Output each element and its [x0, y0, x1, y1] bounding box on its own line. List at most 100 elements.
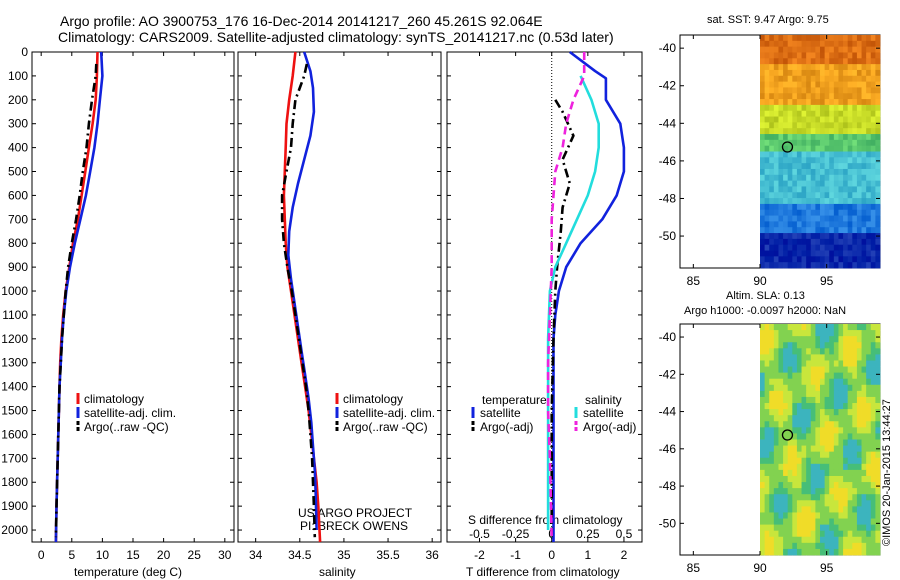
sla-map-cell [875, 403, 881, 410]
sst-map-cell [769, 157, 775, 164]
sst-map-cell [769, 58, 775, 65]
sla-map-cell [792, 469, 798, 477]
sst-map-cell [852, 174, 858, 182]
sla-map-cell [760, 524, 766, 532]
sla-map-cell [829, 445, 835, 453]
sst-map-cell [760, 209, 766, 216]
sla-map-cell [796, 415, 802, 422]
sst-map-cell [861, 46, 867, 53]
depth-tick-label: 0 [21, 45, 28, 59]
sla-map-cell [870, 390, 876, 398]
sst-map-cell [870, 145, 876, 152]
sla-map-cell [820, 384, 826, 392]
sst-map-cell [773, 87, 779, 94]
sst-map-cell [783, 174, 789, 182]
sst-map-cell [838, 209, 844, 216]
sst-map-cell [820, 163, 826, 170]
sla-map-cell [843, 390, 849, 398]
sla-map-cell [773, 354, 779, 361]
sst-map-cell [875, 116, 881, 123]
sst-map-cell [773, 46, 779, 53]
sla-map-cell [856, 366, 862, 374]
sla-map-cell [773, 518, 779, 526]
sst-map-cell [838, 46, 844, 53]
sst-map-cell [796, 221, 802, 228]
sst-map-cell [815, 87, 821, 94]
sst-map-cell [806, 145, 812, 152]
sst-map-cell [829, 139, 835, 147]
sla-map-cell [801, 457, 807, 465]
sla-map-cell [820, 409, 826, 416]
sla-map-cell [764, 372, 770, 380]
sla-map-cell [861, 469, 867, 477]
sst-map-cell [796, 192, 802, 199]
temperature-xtick-label: 10 [96, 548, 110, 562]
sst-map-cell [838, 93, 844, 100]
difference-xtick-label: 1 [584, 548, 591, 562]
sst-map-cell [783, 87, 789, 94]
sla-map-cell [829, 366, 835, 374]
sla-map-cell [778, 439, 784, 446]
sla-map-cell [843, 463, 849, 471]
sla-map-cell [773, 445, 779, 453]
sst-map-cell [870, 116, 876, 123]
sst-map-cell [852, 151, 858, 158]
sst-map-cell [773, 93, 779, 100]
sst-map-cell [875, 186, 881, 193]
sla-map-cell [861, 506, 867, 513]
sst-map-cell [870, 110, 876, 117]
sst-map-cell [760, 227, 766, 234]
sst-map-cell [783, 46, 789, 53]
sla-map-ytick-label: -46 [659, 442, 677, 456]
sst-map-cell [792, 209, 798, 216]
sla-map-cell [783, 330, 789, 337]
sst-map-cell [861, 256, 867, 263]
sla-map-cell [847, 445, 853, 453]
sla-map-cell [796, 482, 802, 489]
sst-map-cell [760, 256, 766, 263]
sla-map-cell [829, 324, 835, 331]
sla-map-cell [838, 403, 844, 410]
sla-map-cell [852, 524, 858, 532]
sla-map-cell [815, 488, 821, 495]
sla-map-cell [760, 348, 766, 355]
sla-map-cell [843, 445, 849, 453]
sst-map-cell [792, 35, 798, 42]
sst-map-cell [829, 238, 835, 246]
sla-map-cell [787, 445, 793, 453]
sla-map-cell [778, 494, 784, 501]
sst-map-cell [806, 128, 812, 135]
sst-map-cell [824, 221, 830, 228]
sla-map-cell [829, 439, 835, 446]
sst-map-cell [792, 192, 798, 199]
sst-map-cell [875, 192, 881, 199]
sst-map-cell [806, 52, 812, 59]
sla-map-cell [764, 451, 770, 459]
sst-map-cell [866, 244, 872, 251]
sla-map-cell [810, 488, 816, 495]
sst-map-cell [820, 58, 826, 65]
sst-map-cell [870, 163, 876, 170]
sla-map-cell [787, 488, 793, 495]
sst-map-cell [847, 81, 853, 88]
sla-map-cell [806, 415, 812, 422]
sla-map-cell [815, 366, 821, 374]
sla-map-cell [861, 366, 867, 374]
sla-map-cell [861, 409, 867, 416]
salinity-xtick-label: 35 [337, 548, 351, 562]
sst-map-cell [838, 157, 844, 164]
sla-map-cell [843, 439, 849, 446]
sst-map-cell [856, 116, 862, 123]
sla-map-cell [861, 518, 867, 526]
sst-map-cell [769, 198, 775, 205]
sst-map-cell [778, 233, 784, 240]
sst-map-cell [856, 93, 862, 100]
sst-map-cell [773, 40, 779, 48]
sla-map-cell [796, 433, 802, 440]
sla-map-cell [792, 348, 798, 355]
sst-map-cell [792, 69, 798, 77]
sla-map-cell [792, 366, 798, 374]
sst-map-cell [796, 116, 802, 123]
sst-map-cell [806, 186, 812, 193]
sla-map-cell [875, 482, 881, 489]
